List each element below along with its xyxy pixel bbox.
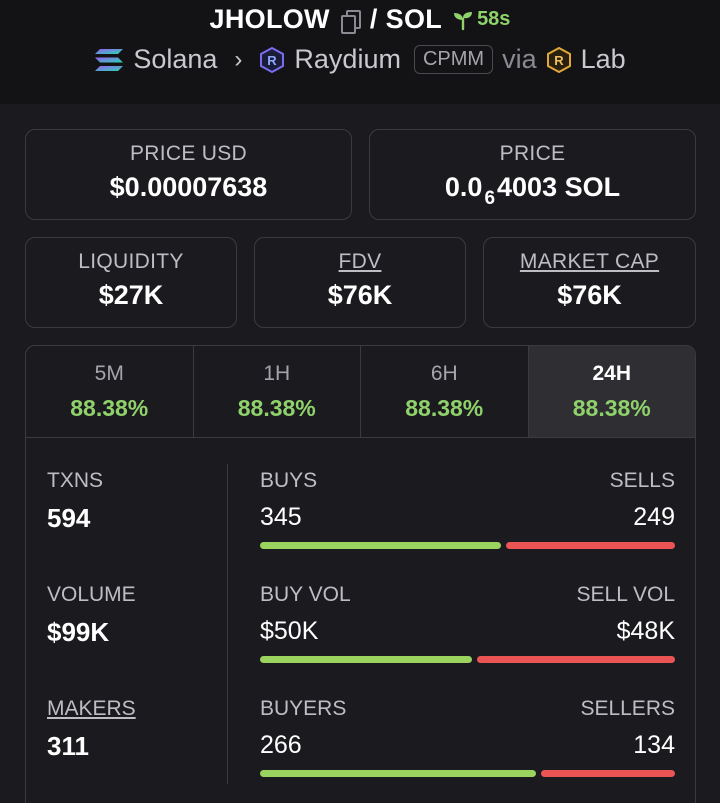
buy-share-bar bbox=[260, 542, 502, 549]
solana-icon bbox=[95, 48, 124, 71]
stats-panel: 5M 88.38% 1H 88.38% 6H 88.38% 24H 88.38%… bbox=[25, 345, 696, 803]
buys-sells-block: BUYS SELLS 345 249 bbox=[260, 469, 675, 549]
tab-price-change: 88.38% bbox=[572, 395, 651, 421]
tab-label: 6H bbox=[430, 362, 458, 385]
tab-5m[interactable]: 5M 88.38% bbox=[26, 346, 194, 437]
tab-label: 1H bbox=[263, 362, 291, 385]
pair-header: JHOLOW / SOL 58s Solana › bbox=[0, 0, 720, 104]
liquidity-value: $27K bbox=[98, 280, 164, 310]
pair-separator: / bbox=[369, 4, 378, 34]
volume-stat: VOLUME $99K bbox=[47, 583, 136, 648]
svg-text:R: R bbox=[268, 53, 278, 68]
price-native-label: PRICE bbox=[499, 142, 566, 165]
fdv-label[interactable]: FDV bbox=[338, 250, 382, 273]
liquidity-label: LIQUIDITY bbox=[78, 250, 184, 273]
volume-label: VOLUME bbox=[47, 583, 136, 606]
tab-price-change: 88.38% bbox=[70, 395, 149, 421]
buys-value: 345 bbox=[260, 503, 302, 531]
price-native-card: PRICE 0.0 64003 SOL bbox=[369, 129, 696, 220]
volume-ratio-bar bbox=[260, 656, 675, 663]
sell-share-bar bbox=[506, 542, 675, 549]
pair-route: Solana › R Raydium CPMM via R Lab bbox=[0, 44, 720, 75]
market-cap-value: $76K bbox=[557, 280, 622, 310]
buy-sell-volume-block: BUY VOL SELL VOL $50K $48K bbox=[260, 583, 675, 663]
svg-text:R: R bbox=[554, 53, 564, 68]
sellers-label: SELLERS bbox=[580, 697, 675, 720]
price-native-zero-count: 6 bbox=[484, 188, 496, 209]
token-symbol: JHOLOW bbox=[209, 4, 330, 34]
price-native-prefix: 0.0 bbox=[444, 172, 483, 202]
sell-vol-value: $48K bbox=[616, 617, 675, 645]
sells-label: SELLS bbox=[609, 469, 675, 492]
launchpad-name[interactable]: Lab bbox=[580, 44, 626, 74]
tab-price-change: 88.38% bbox=[237, 395, 316, 421]
sells-value: 249 bbox=[633, 503, 675, 531]
sell-vol-label: SELL VOL bbox=[576, 583, 675, 606]
makers-value: 311 bbox=[47, 731, 89, 761]
column-divider bbox=[227, 464, 228, 784]
chevron-right-icon: › bbox=[234, 45, 243, 73]
buyers-value: 266 bbox=[260, 731, 302, 759]
via-label: via bbox=[502, 44, 537, 74]
sprout-icon bbox=[454, 11, 473, 30]
txns-value: 594 bbox=[47, 503, 91, 533]
makers-ratio-bar bbox=[260, 770, 675, 777]
chain-name[interactable]: Solana bbox=[133, 44, 218, 74]
buy-vol-share-bar bbox=[260, 656, 472, 663]
sellers-value: 134 bbox=[633, 731, 675, 759]
price-native-digits: 4003 SOL bbox=[497, 172, 621, 202]
tab-6h[interactable]: 6H 88.38% bbox=[361, 346, 529, 437]
tab-label: 24H bbox=[592, 362, 632, 385]
price-usd-value: $0.00007638 bbox=[109, 172, 268, 202]
copy-icon[interactable] bbox=[340, 9, 361, 34]
lab-icon: R bbox=[546, 46, 571, 73]
buy-vol-value: $50K bbox=[260, 617, 319, 645]
buyers-sellers-block: BUYERS SELLERS 266 134 bbox=[260, 697, 675, 777]
buyers-label: BUYERS bbox=[260, 697, 347, 720]
txns-label: TXNS bbox=[47, 469, 104, 492]
raydium-icon: R bbox=[260, 46, 285, 73]
buy-vol-label: BUY VOL bbox=[260, 583, 351, 606]
buy-sell-ratio-bar bbox=[260, 542, 675, 549]
pair-age: 58s bbox=[477, 8, 511, 30]
pair-age-badge: 58s bbox=[452, 8, 510, 31]
price-native-value: 0.0 64003 SOL bbox=[370, 172, 695, 209]
volume-value: $99K bbox=[47, 617, 110, 647]
makers-label[interactable]: MAKERS bbox=[47, 697, 136, 720]
buys-label: BUYS bbox=[260, 469, 318, 492]
sellers-share-bar bbox=[540, 770, 675, 777]
pool-type-badge: CPMM bbox=[413, 45, 494, 74]
makers-stat: MAKERS 311 bbox=[47, 697, 136, 762]
txns-stat: TXNS 594 bbox=[47, 469, 103, 534]
tab-label: 5M bbox=[94, 362, 124, 385]
fdv-card: FDV $76K bbox=[254, 237, 466, 328]
market-cap-card: MARKET CAP $76K bbox=[483, 237, 696, 328]
tab-24h[interactable]: 24H 88.38% bbox=[528, 346, 695, 437]
quote-symbol: SOL bbox=[385, 4, 443, 34]
pair-title: JHOLOW / SOL 58s bbox=[0, 4, 720, 35]
price-usd-card: PRICE USD $0.00007638 bbox=[25, 129, 352, 220]
dex-name[interactable]: Raydium bbox=[294, 44, 401, 74]
timeframe-tabs: 5M 88.38% 1H 88.38% 6H 88.38% 24H 88.38% bbox=[26, 346, 695, 438]
tab-price-change: 88.38% bbox=[405, 395, 484, 421]
market-cap-label[interactable]: MARKET CAP bbox=[519, 250, 660, 273]
fdv-value: $76K bbox=[327, 280, 393, 310]
buyers-share-bar bbox=[260, 770, 536, 777]
sell-vol-share-bar bbox=[476, 656, 675, 663]
liquidity-card: LIQUIDITY $27K bbox=[25, 237, 237, 328]
price-usd-label: PRICE USD bbox=[129, 142, 248, 165]
tab-1h[interactable]: 1H 88.38% bbox=[194, 346, 361, 437]
